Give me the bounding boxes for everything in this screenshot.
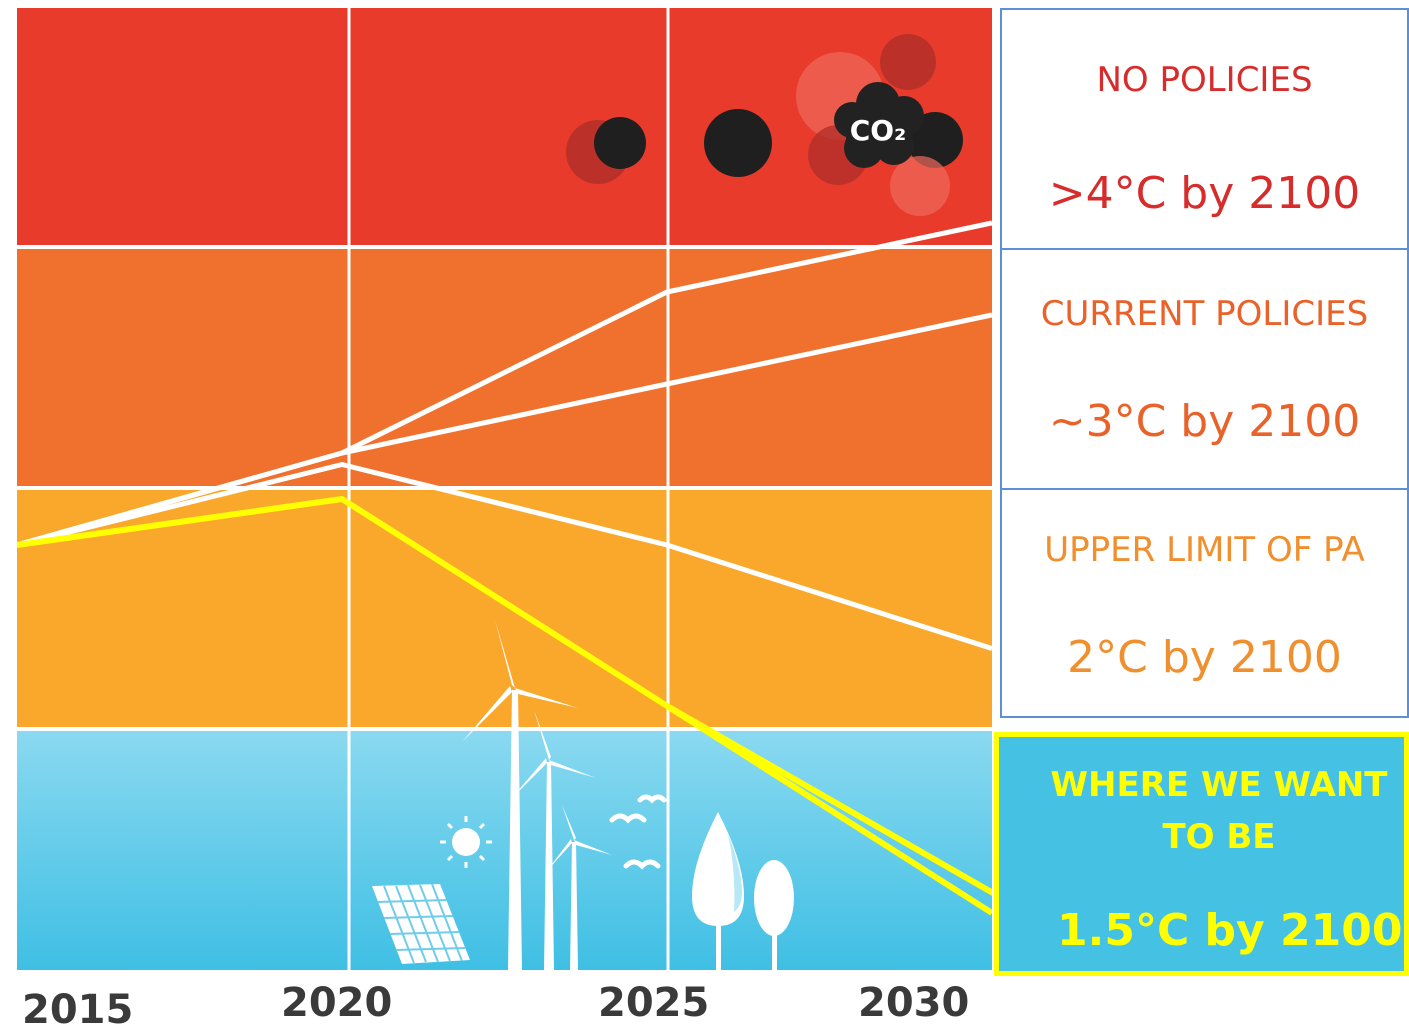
current-policies-title: CURRENT POLICIES xyxy=(1040,294,1369,334)
birds-icon xyxy=(609,794,667,870)
target-value: 1.5°C by 2100 xyxy=(1057,905,1403,956)
no-policies-value: >4°C by 2100 xyxy=(1048,168,1361,219)
target-title-line1: WHERE WE WANT xyxy=(1050,765,1388,805)
target-title-line2: TO BE xyxy=(1162,817,1276,857)
panel-no-policies: NO POLICIES >4°C by 2100 xyxy=(1000,8,1409,248)
x-tick-2015: 2015 xyxy=(22,987,134,1033)
temperature-pathway-chart: CO₂ xyxy=(17,8,992,970)
band-upper-limit xyxy=(17,490,992,727)
panel-current-policies: CURRENT POLICIES ~3°C by 2100 xyxy=(1000,248,1409,488)
pathway-line-4 xyxy=(17,496,992,916)
co2-cloud-illustration: CO₂ xyxy=(566,34,963,216)
tree-highlight xyxy=(728,834,742,912)
sun-icon xyxy=(440,816,492,868)
x-tick-2020: 2020 xyxy=(281,980,393,1026)
upper-limit-value: 2°C by 2100 xyxy=(1067,632,1342,683)
wind-turbine-icon xyxy=(462,620,612,970)
solar-panel-icon xyxy=(372,884,470,964)
upper-limit-title: UPPER LIMIT OF PA xyxy=(1044,530,1365,570)
x-tick-2030: 2030 xyxy=(858,980,970,1026)
pathway-line-3 xyxy=(17,462,992,651)
co2-label: CO₂ xyxy=(850,114,907,147)
panel-target: WHERE WE WANT TO BE 1.5°C by 2100 xyxy=(994,732,1409,976)
current-policies-value: ~3°C by 2100 xyxy=(1048,396,1361,447)
band-current-policies xyxy=(17,249,992,486)
landscape-illustration xyxy=(372,620,794,970)
co2-cloud xyxy=(834,82,924,168)
pathway-line-2 xyxy=(17,312,992,548)
panel-upper-limit: UPPER LIMIT OF PA 2°C by 2100 xyxy=(1000,488,1409,718)
grid xyxy=(347,8,670,970)
no-policies-title: NO POLICIES xyxy=(1096,60,1313,100)
x-tick-2025: 2025 xyxy=(598,980,710,1026)
target-arrow-shaft xyxy=(665,703,992,896)
tree-icon xyxy=(692,812,794,970)
solar-panel-grid xyxy=(377,883,466,964)
band-target xyxy=(17,731,992,970)
